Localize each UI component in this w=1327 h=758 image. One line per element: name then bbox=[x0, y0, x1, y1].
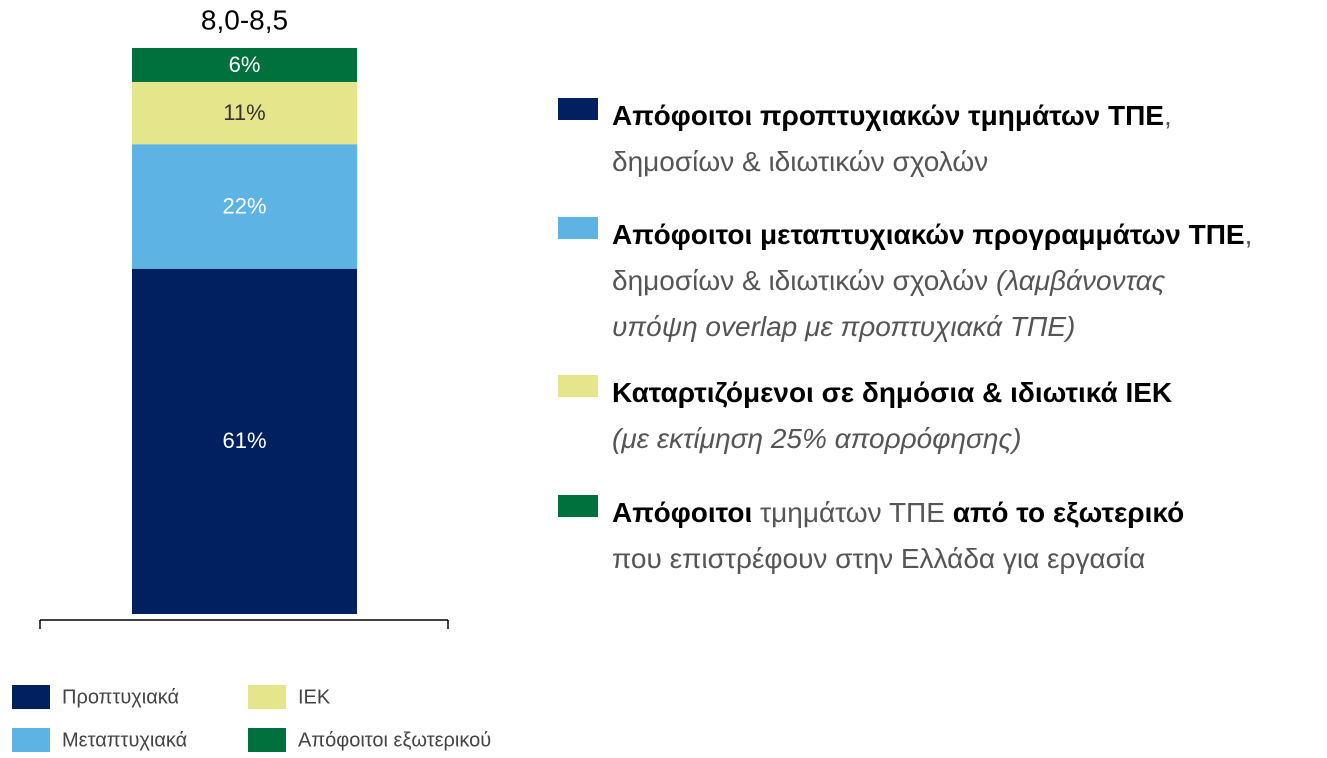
bar-segment bbox=[132, 268, 357, 614]
annotation-text: δημοσίων & ιδιωτικών σχολών bbox=[612, 265, 996, 296]
data-label: 11% bbox=[223, 100, 265, 125]
annotation-line: δημοσίων & ιδιωτικών σχολών bbox=[612, 146, 988, 177]
annotation-text: (λαμβάνοντας bbox=[996, 265, 1166, 296]
annotation-text: Καταρτιζόμενοι σε δημόσια & ιδιωτικά ΙΕΚ bbox=[612, 377, 1172, 408]
annotation-swatch bbox=[558, 217, 598, 239]
annotation-line: υπόψη overlap με προπτυχιακά ΤΠΕ) bbox=[612, 311, 1075, 342]
annotation-line: Απόφοιτοι προπτυχιακών τμημάτων ΤΠΕ, bbox=[612, 100, 1172, 131]
annotation-swatch bbox=[558, 375, 598, 397]
data-label: 6% bbox=[229, 52, 261, 77]
legend-label: Προπτυχιακά bbox=[62, 686, 179, 708]
annotation-text: τμημάτων ΤΠΕ bbox=[752, 497, 952, 528]
data-label: 61% bbox=[222, 428, 266, 453]
annotation-text: Απόφοιτοι προπτυχιακών τμημάτων ΤΠΕ bbox=[612, 100, 1164, 131]
category-label: 8,0-8,5 bbox=[201, 4, 288, 35]
legend-label: ΙΕΚ bbox=[298, 686, 331, 708]
annotation-line: που επιστρέφουν στην Ελλάδα για εργασία bbox=[612, 543, 1145, 574]
annotation-text: που επιστρέφουν στην Ελλάδα για εργασία bbox=[612, 543, 1145, 574]
annotation-text: δημοσίων & ιδιωτικών σχολών bbox=[612, 146, 988, 177]
data-label: 22% bbox=[222, 193, 266, 218]
legend-swatch bbox=[248, 685, 286, 709]
annotation-text: Απόφοιτοι μεταπτυχιακών προγραμμάτων ΤΠΕ bbox=[612, 219, 1245, 250]
annotation-line: Απόφοιτοι τμημάτων ΤΠΕ από το εξωτερικό bbox=[612, 497, 1184, 528]
annotation-line: Καταρτιζόμενοι σε δημόσια & ιδιωτικά ΙΕΚ bbox=[612, 377, 1172, 408]
annotation-line: (με εκτίμηση 25% απορρόφησης) bbox=[612, 423, 1021, 454]
annotation-swatch bbox=[558, 98, 598, 120]
annotation-line: δημοσίων & ιδιωτικών σχολών (λαμβάνοντας bbox=[612, 265, 1166, 296]
legend-swatch bbox=[12, 685, 50, 709]
annotation-text: υπόψη overlap με προπτυχιακά ΤΠΕ) bbox=[612, 311, 1075, 342]
bar-segment bbox=[132, 81, 357, 145]
legend-label: Μεταπτυχιακά bbox=[62, 729, 187, 751]
legend-swatch bbox=[12, 728, 50, 752]
annotation-text: (με εκτίμηση 25% απορρόφησης) bbox=[612, 423, 1021, 454]
legend-label: Απόφοιτοι εξωτερικού bbox=[298, 729, 491, 751]
annotation-swatch bbox=[558, 495, 598, 517]
annotation-text: Απόφοιτοι bbox=[612, 497, 752, 528]
bar-segment bbox=[132, 48, 357, 82]
legend-swatch bbox=[248, 728, 286, 752]
annotation-text: , bbox=[1164, 100, 1172, 131]
annotation-text: , bbox=[1245, 219, 1253, 250]
bar-segment bbox=[132, 144, 357, 269]
annotation-line: Απόφοιτοι μεταπτυχιακών προγραμμάτων ΤΠΕ… bbox=[612, 219, 1252, 250]
annotation-text: από το εξωτερικό bbox=[953, 497, 1184, 528]
